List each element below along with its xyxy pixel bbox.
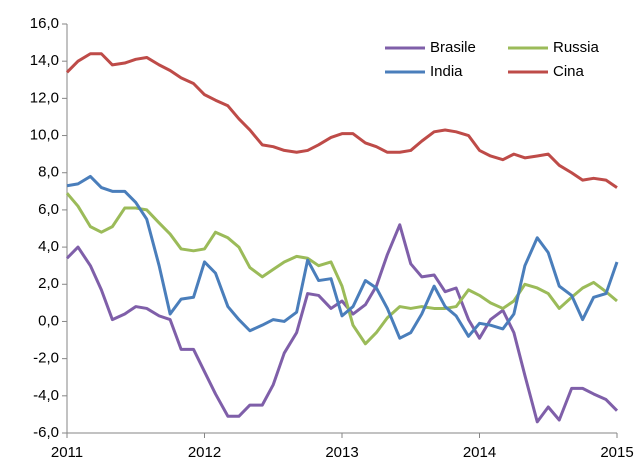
x-tick-label: 2015 <box>600 444 633 461</box>
y-tick-label: 14,0 <box>30 52 59 69</box>
y-tick-label: 6,0 <box>38 201 59 218</box>
y-tick-label: 16,0 <box>30 15 59 32</box>
x-tick-label: 2014 <box>463 444 496 461</box>
x-tick-label: 2012 <box>188 444 221 461</box>
y-tick-label: 12,0 <box>30 89 59 106</box>
y-tick-label: 8,0 <box>38 164 59 181</box>
legend-label: Brasile <box>430 39 476 56</box>
y-tick-label: 0,0 <box>38 312 59 329</box>
legend-label: Cina <box>553 63 585 80</box>
legend-label: Russia <box>553 39 600 56</box>
x-tick-label: 2013 <box>325 444 358 461</box>
line <box>65 52 618 189</box>
y-tick-label: 10,0 <box>30 127 59 144</box>
line <box>65 192 618 346</box>
y-tick-label: -4,0 <box>33 387 59 404</box>
line <box>66 174 619 340</box>
y-tick-label: -6,0 <box>33 424 59 441</box>
y-tick-label: -2,0 <box>33 350 59 367</box>
line <box>65 223 619 424</box>
y-tick-label: 4,0 <box>38 238 59 255</box>
x-tick-label: 2011 <box>51 444 83 461</box>
legend-label: India <box>430 63 463 80</box>
y-tick-label: 2,0 <box>38 275 59 292</box>
